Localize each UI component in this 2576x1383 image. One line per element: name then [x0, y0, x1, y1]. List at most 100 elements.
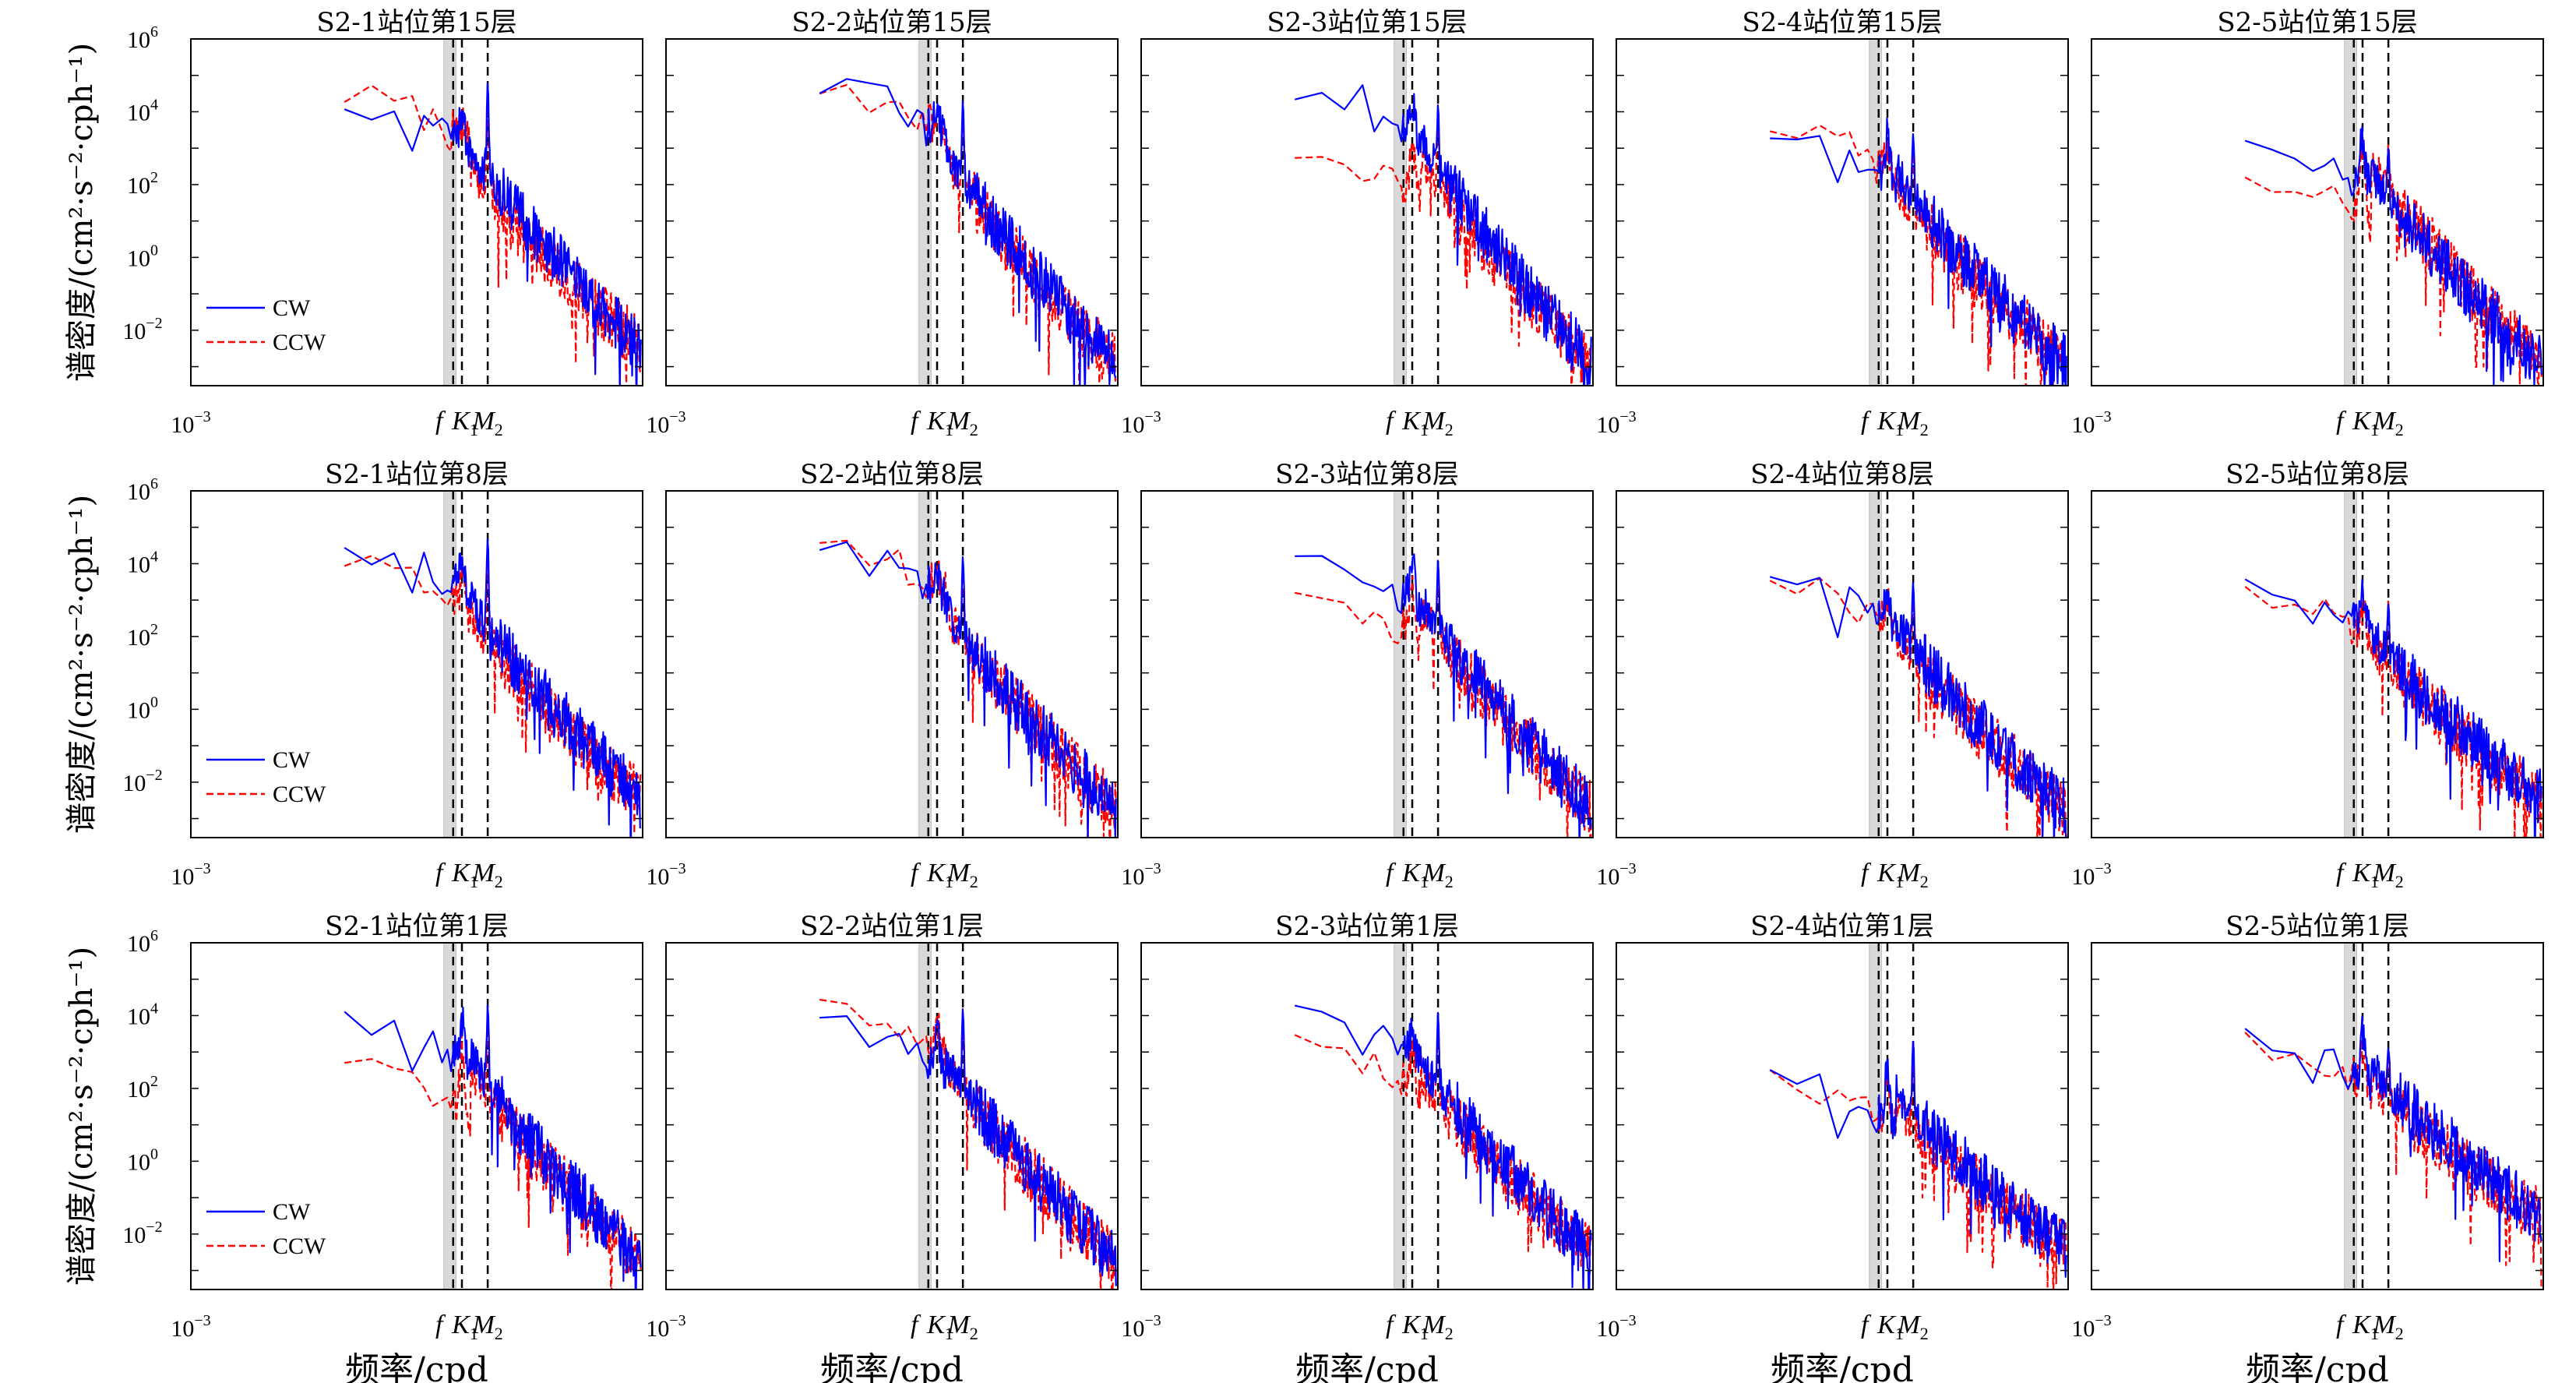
freq-label-f: f	[2336, 407, 2347, 436]
series-group	[1769, 1040, 2067, 1290]
y-tick-label: 106	[127, 927, 158, 957]
freq-label-sub: 2	[1920, 420, 1929, 439]
freq-label-main: K	[926, 1311, 946, 1339]
freq-label-k: K1	[1401, 407, 1429, 439]
x-tick-exp: −3	[669, 408, 685, 425]
x-tick-base: 10	[1121, 1316, 1144, 1342]
freq-label-sub: 2	[1445, 1324, 1454, 1343]
series-ccw	[1769, 124, 2067, 386]
y-tick-base: 10	[127, 1149, 150, 1175]
freq-label-m: M2	[471, 1311, 502, 1343]
legend: CW CCW	[206, 295, 326, 355]
series-ccw	[1295, 111, 1592, 386]
y-tick-base: 10	[127, 1004, 150, 1029]
x-tick-base: 10	[1596, 864, 1619, 890]
x-tick-base: 10	[646, 412, 669, 438]
x-tick-label: 10−3	[171, 860, 210, 890]
series-group	[1294, 1004, 1592, 1290]
series-ccw	[2244, 127, 2543, 386]
freq-label-main: f	[2336, 407, 2347, 436]
series-ccw	[1769, 1059, 2067, 1290]
y-tick-label: 102	[127, 1073, 158, 1103]
plot-frame	[1616, 38, 2069, 386]
freq-label-k: K1	[2352, 1311, 2379, 1343]
plot-frame	[665, 490, 1119, 838]
x-tick-exp: −3	[2095, 408, 2111, 425]
x-axis-label: 频率/cpd	[2246, 1350, 2389, 1383]
y-tick-exp: 6	[150, 927, 158, 944]
freq-label-m: M2	[1897, 1311, 1928, 1343]
freq-label-m: M2	[2372, 1311, 2403, 1343]
series-group	[344, 83, 642, 386]
y-tick-base: 10	[127, 931, 150, 957]
series-cw	[1294, 84, 1592, 386]
x-tick-base: 10	[1121, 864, 1144, 890]
freq-label-sub: 2	[970, 872, 978, 891]
x-axis-label: 频率/cpd	[345, 1350, 488, 1383]
y-tick-label: 100	[127, 1145, 158, 1175]
freq-label-main: f	[2336, 859, 2347, 887]
freq-label-main: K	[1876, 859, 1897, 887]
freq-label-k: K1	[926, 407, 953, 439]
inertial-band	[1394, 38, 1407, 386]
plot-frame	[1616, 942, 2069, 1290]
panel-title: S2-5站位第8层	[2225, 459, 2409, 490]
x-tick-base: 10	[2071, 864, 2095, 890]
y-tick-exp: 0	[150, 1145, 158, 1162]
y-tick-base: 10	[127, 552, 150, 577]
x-tick-exp: −3	[2095, 860, 2111, 877]
x-tick-label: 10−3	[646, 408, 685, 438]
x-tick-label: 10−3	[1596, 1312, 1636, 1342]
freq-label-main: f	[1861, 1311, 1872, 1339]
freq-label-f: f	[911, 1311, 922, 1339]
freq-label-sub: 1	[945, 872, 953, 891]
freq-label-k: K1	[2352, 407, 2379, 439]
freq-label-m: M2	[946, 859, 978, 891]
freq-label-main: M	[1422, 1311, 1446, 1339]
freq-label-f: f	[1386, 1311, 1397, 1339]
freq-label-m: M2	[1422, 407, 1453, 439]
legend-label-cw: CW	[273, 747, 311, 773]
series-group	[819, 78, 1117, 386]
inertial-band	[1869, 38, 1882, 386]
x-tick-base: 10	[2071, 1316, 2095, 1342]
plot-frame	[1616, 490, 2069, 838]
panel-title: S2-4站位第1层	[1750, 911, 1934, 942]
freq-label-main: f	[2336, 1311, 2347, 1339]
freq-label-f: f	[435, 1311, 446, 1339]
series-group	[2244, 578, 2543, 838]
freq-label-sub: 1	[2370, 420, 2379, 439]
plot-frame	[2091, 942, 2544, 1290]
legend-label-cw: CW	[273, 1199, 311, 1225]
x-tick-exp: −3	[1619, 1312, 1636, 1329]
freq-label-main: f	[911, 407, 922, 436]
freq-label-main: f	[1386, 407, 1397, 436]
y-axis-label: 谱密度/(cm²·s⁻²·cph⁻¹)	[64, 495, 100, 834]
x-tick-base: 10	[646, 1316, 669, 1342]
freq-label-main: K	[2352, 859, 2372, 887]
series-group	[1769, 576, 2067, 838]
freq-label-f: f	[1386, 407, 1397, 436]
freq-label-sub: 1	[470, 420, 478, 439]
freq-label-main: M	[1897, 1311, 1921, 1339]
series-ccw	[344, 1015, 642, 1290]
freq-label-sub: 1	[1895, 420, 1904, 439]
x-tick-base: 10	[1121, 412, 1144, 438]
freq-label-main: M	[946, 1311, 971, 1339]
plot-frame	[665, 38, 1119, 386]
x-tick-base: 10	[1596, 412, 1619, 438]
y-tick-exp: −2	[146, 315, 162, 332]
y-axis-label: 谱密度/(cm²·s⁻²·cph⁻¹)	[64, 947, 100, 1286]
plot-frame	[190, 942, 643, 1290]
panel-title: S2-3站位第1层	[1275, 911, 1459, 942]
inertial-band	[443, 38, 456, 386]
inertial-band	[2344, 942, 2357, 1290]
freq-label-sub: 2	[1445, 872, 1454, 891]
legend: CW CCW	[206, 747, 326, 807]
y-tick-label: 102	[127, 169, 158, 199]
freq-label-main: f	[1861, 859, 1872, 887]
